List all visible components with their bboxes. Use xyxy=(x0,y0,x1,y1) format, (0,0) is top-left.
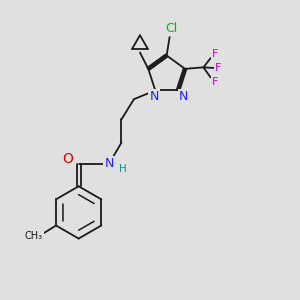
Text: F: F xyxy=(212,76,218,87)
Text: F: F xyxy=(212,49,218,59)
Text: CH₃: CH₃ xyxy=(25,231,43,241)
Text: Cl: Cl xyxy=(165,22,177,35)
Text: F: F xyxy=(215,63,221,73)
Text: N: N xyxy=(104,158,114,170)
Text: O: O xyxy=(62,152,73,166)
Text: H: H xyxy=(119,164,127,174)
Text: N: N xyxy=(179,90,188,103)
Text: N: N xyxy=(149,91,159,103)
